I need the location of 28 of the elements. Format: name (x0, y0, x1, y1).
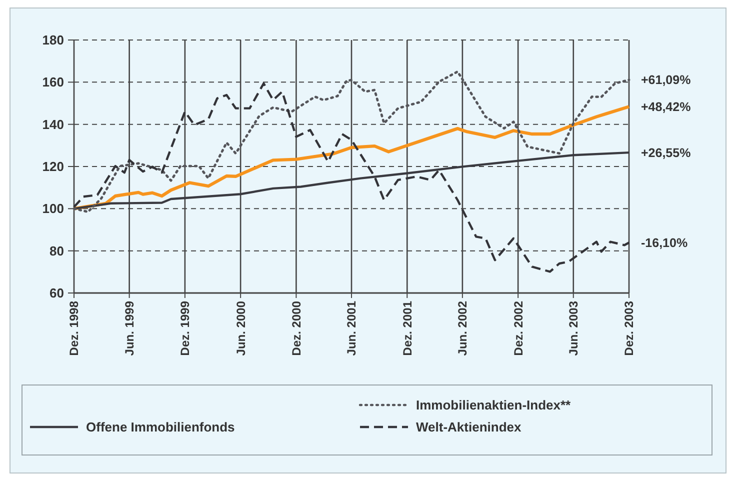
annotation: +61,09% (641, 73, 691, 88)
x-tick-label: Jun. 1999 (122, 300, 137, 356)
line-series (72, 70, 630, 214)
annotation: -16,10% (641, 236, 688, 250)
legend-label: Welt-Aktienindex (416, 420, 522, 435)
annotation: +26,55% (641, 146, 691, 160)
x-tick-label: Dez. 1999 (178, 300, 192, 356)
y-tick-label: 140 (42, 116, 64, 132)
y-tick-label: 160 (42, 74, 64, 90)
x-tick-label: Dez. 1998 (67, 300, 82, 356)
x-tick-label: Dez. 2001 (400, 300, 414, 356)
x-tick-label: Jun. 2003 (566, 300, 581, 356)
x-tick-label: Jun. 2002 (456, 300, 470, 356)
x-tick-label: Jun. 2000 (234, 300, 248, 356)
x-tick-label: Dez. 2003 (622, 300, 636, 356)
y-tick-label: 60 (50, 286, 64, 301)
line-series (72, 105, 631, 210)
legend-label: Offene Immobilienfonds (86, 420, 235, 435)
y-tick-label: 180 (42, 32, 64, 48)
y-tick-label: 100 (42, 201, 64, 216)
x-tick-label: Jun. 2001 (344, 300, 359, 356)
x-tick-label: Dez. 2002 (511, 300, 526, 356)
y-tick-label: 80 (50, 243, 64, 258)
line-series (72, 82, 630, 273)
legend-label: Immobilienaktien-Index** (416, 398, 572, 413)
x-tick-label: Dez. 2000 (289, 300, 304, 356)
y-tick-label: 120 (42, 159, 64, 174)
annotation: +48,42% (641, 100, 691, 114)
